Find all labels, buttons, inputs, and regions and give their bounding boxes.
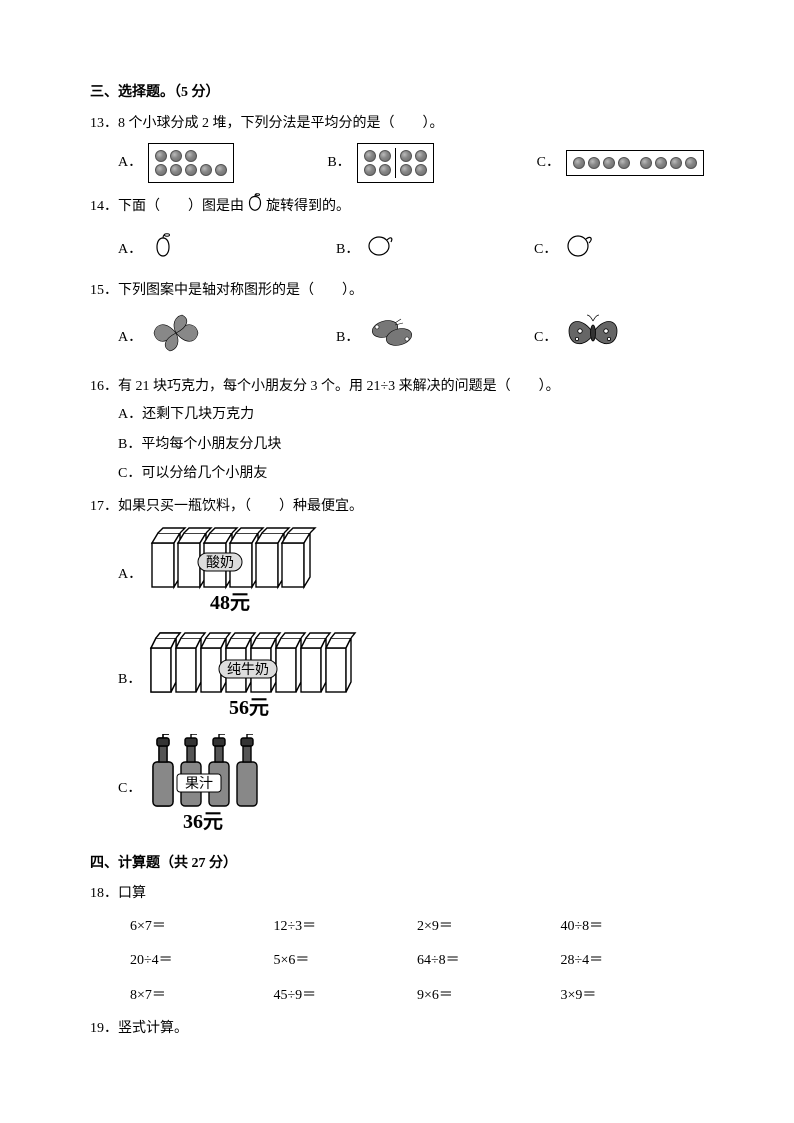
- q18-num: 18．: [90, 881, 118, 908]
- q17-c-image: 果汁 36元: [147, 734, 287, 845]
- q18-grid: 6×7＝ 12÷3＝ 2×9＝ 40÷8＝ 20÷4＝ 5×6＝ 64÷8＝ 2…: [90, 914, 704, 1010]
- q15-num: 15．: [90, 278, 118, 305]
- q17-a-image: 酸奶 48元: [148, 525, 328, 626]
- question-13: 13． 8 个小球分成 2 堆，下列分法是平均分的是（ ）。 A． B．: [90, 111, 704, 184]
- q13-opt-c-label: C．: [537, 150, 560, 177]
- q13-opt-a-box: [148, 143, 234, 183]
- question-17: 17． 如果只买一瓶饮料，（ ）种最便宜。 A．: [90, 494, 704, 844]
- q15-opt-a-icon: [148, 311, 204, 366]
- q15-opt-b-label: B．: [336, 325, 359, 352]
- q16-opt-a: A．还剩下几块万克力: [118, 400, 704, 429]
- q14-opt-a-label: A．: [118, 237, 142, 264]
- q19-num: 19．: [90, 1016, 118, 1043]
- q13-opt-b-label: B．: [327, 150, 350, 177]
- section-4-title: 四、计算题（共 27 分）: [90, 851, 704, 878]
- q14-opt-c-icon: [563, 230, 597, 271]
- q18-cell: 5×6＝: [274, 948, 418, 975]
- q14-text-after: 旋转得到的。: [266, 194, 350, 221]
- q15-opt-b-icon: [365, 311, 419, 366]
- q14-opt-b-label: B．: [336, 237, 359, 264]
- q17-c-price: 36元: [183, 811, 223, 833]
- q13-opt-a-label: A．: [118, 150, 142, 177]
- q15-text: 下列图案中是轴对称图形的是（ ）。: [118, 278, 363, 305]
- q15-opt-c-icon: [563, 311, 623, 366]
- q19-text: 竖式计算。: [118, 1016, 188, 1043]
- apple-icon: [244, 191, 266, 224]
- q13-num: 13．: [90, 111, 118, 138]
- question-14: 14． 下面（ ）图是由 旋转得到的。 A． B．: [90, 191, 704, 270]
- q13-opt-b-box: [357, 143, 434, 183]
- q13-text: 8 个小球分成 2 堆，下列分法是平均分的是（ ）。: [118, 111, 444, 138]
- question-15: 15． 下列图案中是轴对称图形的是（ ）。 A． B．: [90, 278, 704, 365]
- q18-cell: 2×9＝: [417, 914, 561, 941]
- q17-b-drink-label: 纯牛奶: [227, 662, 269, 678]
- section-3-title: 三、选择题。（5 分）: [90, 80, 704, 107]
- q14-opt-a-icon: [148, 230, 178, 271]
- q18-cell: 40÷8＝: [561, 914, 705, 941]
- question-19: 19． 竖式计算。: [90, 1016, 704, 1043]
- q17-a-price: 48元: [210, 592, 250, 614]
- q16-text: 有 21 块巧克力，每个小朋友分 3 个。用 21÷3 来解决的问题是（ ）。: [118, 374, 560, 401]
- q13-opt-c-box: [566, 150, 704, 176]
- question-16: 16． 有 21 块巧克力，每个小朋友分 3 个。用 21÷3 来解决的问题是（…: [90, 374, 704, 489]
- q16-opt-b: B．平均每个小朋友分几块: [118, 430, 704, 459]
- q15-opt-c-label: C．: [534, 325, 557, 352]
- q15-opt-a-label: A．: [118, 325, 142, 352]
- q16-opt-c: C．可以分给几个小朋友: [118, 459, 704, 488]
- q18-cell: 64÷8＝: [417, 948, 561, 975]
- q17-c-drink-label: 果汁: [185, 776, 213, 792]
- question-18: 18． 口算 6×7＝ 12÷3＝ 2×9＝ 40÷8＝ 20÷4＝ 5×6＝ …: [90, 881, 704, 1009]
- q14-opt-b-icon: [365, 230, 397, 271]
- q17-b-image: 纯牛奶 56元: [147, 630, 377, 731]
- q18-cell: 8×7＝: [130, 983, 274, 1010]
- q17-text: 如果只买一瓶饮料，（ ）种最便宜。: [118, 494, 363, 521]
- q17-a-drink-label: 酸奶: [206, 555, 234, 571]
- q18-cell: 28÷4＝: [561, 948, 705, 975]
- q14-text-before: 下面（ ）图是由: [118, 194, 244, 221]
- q18-cell: 12÷3＝: [274, 914, 418, 941]
- q16-num: 16．: [90, 374, 118, 401]
- q14-opt-c-label: C．: [534, 237, 557, 264]
- q17-opt-b-label: B．: [118, 667, 141, 694]
- q18-cell: 3×9＝: [561, 983, 705, 1010]
- q18-cell: 20÷4＝: [130, 948, 274, 975]
- q18-cell: 9×6＝: [417, 983, 561, 1010]
- q18-cell: 6×7＝: [130, 914, 274, 941]
- q17-b-price: 56元: [229, 697, 269, 719]
- q14-num: 14．: [90, 194, 118, 221]
- q17-num: 17．: [90, 494, 118, 521]
- q17-opt-c-label: C．: [118, 776, 141, 803]
- q18-text: 口算: [118, 881, 146, 908]
- q18-cell: 45÷9＝: [274, 983, 418, 1010]
- q17-opt-a-label: A．: [118, 562, 142, 589]
